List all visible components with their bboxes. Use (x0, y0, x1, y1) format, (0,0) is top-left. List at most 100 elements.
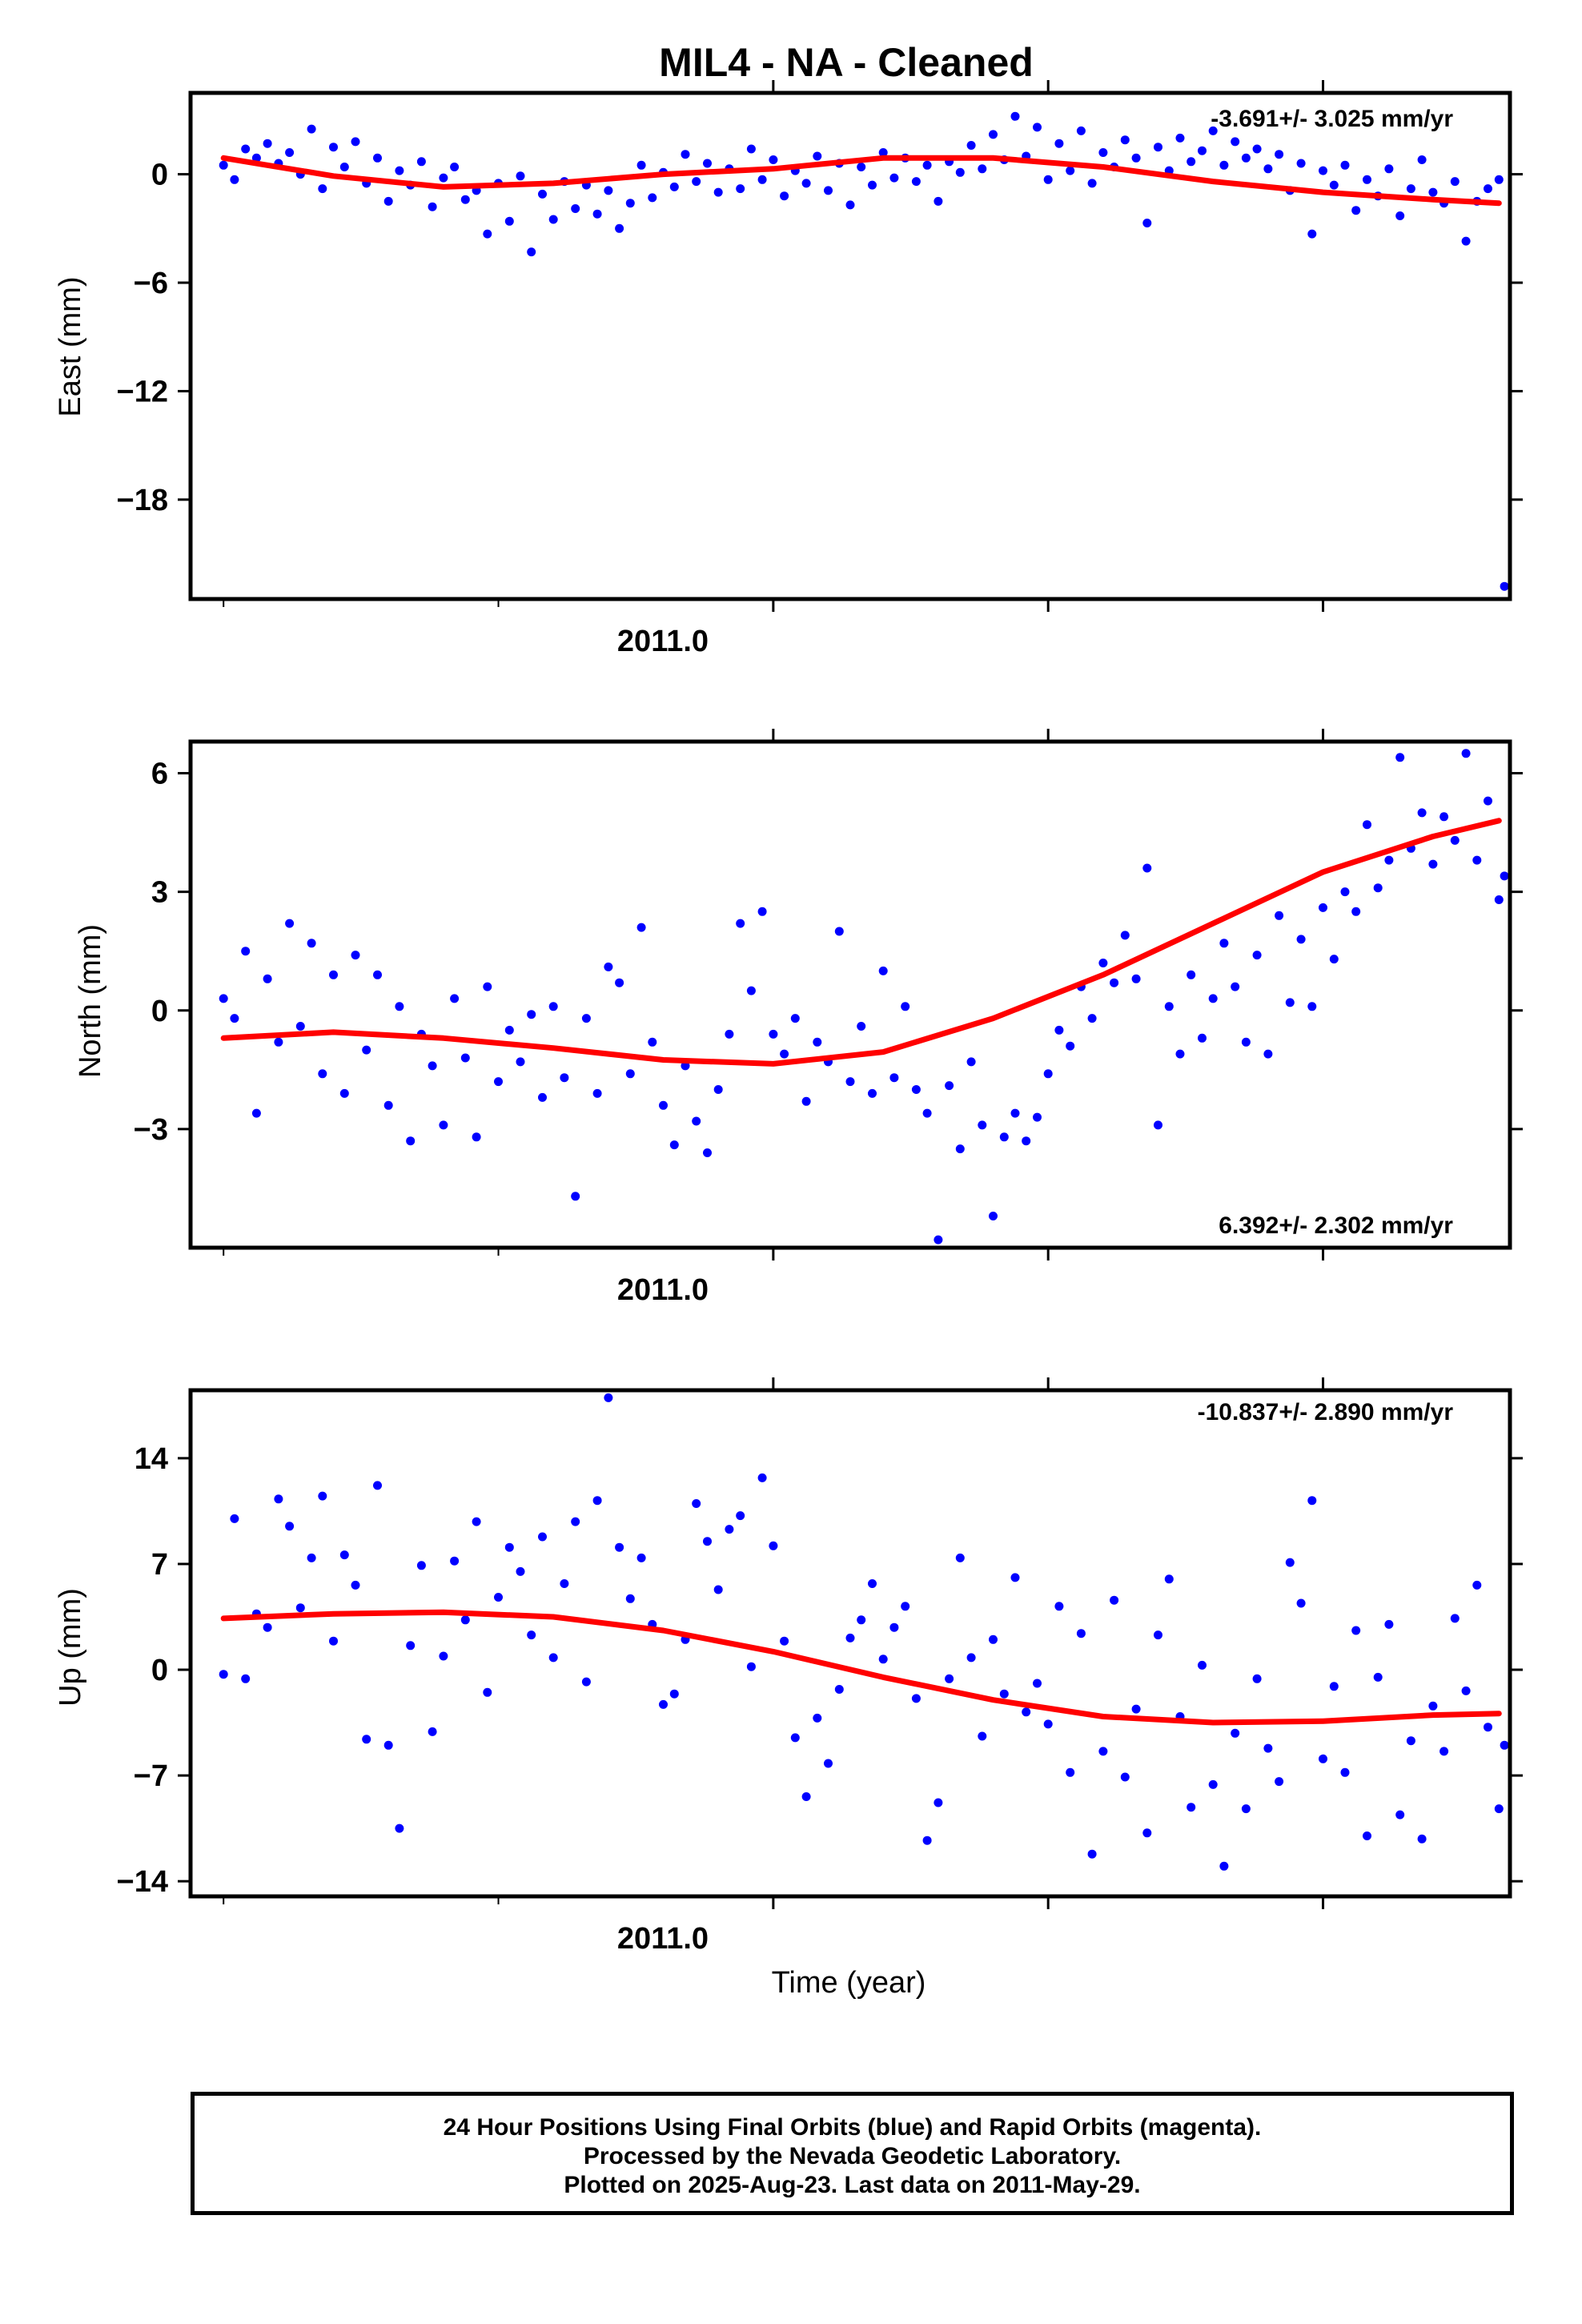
east-data-point (1296, 159, 1306, 168)
up-data-point (1110, 1595, 1119, 1605)
up-data-point (1022, 1707, 1031, 1717)
up-data-point (263, 1622, 272, 1632)
east-data-point (1406, 184, 1415, 194)
east-data-point (1120, 135, 1130, 145)
north-data-point (1307, 1002, 1317, 1011)
east-data-point (1395, 211, 1405, 220)
up-data-point (1198, 1660, 1207, 1670)
north-data-point (625, 1069, 635, 1079)
up-data-point (736, 1511, 745, 1521)
north-data-point (1363, 820, 1371, 830)
north-data-point (989, 1212, 998, 1220)
north-data-point (339, 1088, 349, 1098)
up-data-point (1307, 1496, 1317, 1506)
up-data-point (868, 1579, 877, 1588)
east-data-point (339, 163, 349, 171)
up-data-point (219, 1670, 228, 1679)
north-data-point (1461, 749, 1471, 758)
north-data-point (757, 907, 767, 916)
up-data-point (241, 1674, 251, 1683)
north-data-point (538, 1092, 547, 1102)
up-data-point (516, 1566, 525, 1576)
north-data-point (1066, 1041, 1075, 1051)
north-data-point (1120, 931, 1130, 940)
east-data-point (1054, 139, 1064, 148)
north-data-point (1022, 1136, 1031, 1146)
east-data-point (416, 157, 426, 167)
up-data-point (1500, 1740, 1509, 1750)
up-data-point (383, 1740, 393, 1750)
east-data-point (1219, 160, 1229, 170)
east-y-tick-label: −18 (117, 484, 168, 517)
up-data-point (318, 1491, 327, 1501)
up-data-point (329, 1636, 338, 1646)
north-data-point (351, 951, 360, 960)
east-data-point (439, 173, 448, 183)
east-data-point (736, 184, 745, 194)
north-data-point (450, 994, 460, 1003)
up-data-point (966, 1653, 976, 1663)
north-data-point (999, 1132, 1009, 1142)
north-data-point (295, 1022, 305, 1031)
east-data-point (1494, 175, 1504, 184)
east-data-point (746, 144, 756, 154)
up-data-point (934, 1798, 943, 1807)
up-data-point (295, 1603, 305, 1613)
up-data-point (1076, 1629, 1086, 1638)
north-plot-frame (188, 739, 1512, 1250)
east-data-point (571, 204, 580, 213)
up-data-point (1363, 1831, 1371, 1840)
up-data-point (1043, 1719, 1053, 1729)
north-data-point (901, 1002, 910, 1011)
up-data-point (989, 1634, 998, 1644)
north-data-point (1208, 994, 1218, 1003)
east-data-point (813, 151, 822, 161)
up-data-point (824, 1759, 833, 1768)
north-data-point (329, 970, 338, 979)
up-data-point (1461, 1686, 1471, 1695)
east-data-point (460, 195, 470, 204)
up-data-point (1164, 1574, 1174, 1584)
north-data-point (780, 1049, 789, 1059)
east-data-point (251, 153, 261, 163)
up-plot-frame (188, 1388, 1512, 1899)
up-data-point (351, 1580, 360, 1590)
north-data-point (1263, 1049, 1273, 1059)
north-data-point (813, 1037, 822, 1047)
up-data-point (713, 1585, 723, 1594)
north-data-point (725, 1029, 734, 1039)
up-rate-label: -10.837+/- 2.890 mm/yr (1198, 1399, 1454, 1425)
up-data-point (406, 1641, 416, 1651)
up-data-point (625, 1594, 635, 1603)
north-data-point (889, 1073, 899, 1083)
north-data-point (1384, 855, 1394, 865)
up-data-point (274, 1494, 283, 1504)
up-data-point (901, 1602, 910, 1611)
east-data-point (769, 155, 778, 164)
east-data-point (1340, 160, 1350, 170)
up-data-point (483, 1687, 492, 1697)
east-data-point (483, 229, 492, 239)
footer-line-3: Plotted on 2025-Aug-23. Last data on 201… (564, 2172, 1141, 2198)
east-plot-frame (188, 90, 1512, 601)
up-x-tick-label: 2011.0 (617, 1922, 709, 1956)
north-data-point (460, 1053, 470, 1063)
north-data-point (1241, 1037, 1251, 1047)
east-data-point (351, 137, 360, 147)
east-ylabel: East (mm) (54, 276, 87, 416)
east-data-point (395, 166, 404, 175)
north-data-point (1275, 911, 1284, 920)
north-data-point (878, 966, 888, 975)
up-data-point (834, 1685, 844, 1694)
north-data-point (494, 1077, 503, 1087)
up-data-point (1406, 1736, 1415, 1746)
north-data-point (439, 1120, 448, 1130)
up-data-point (450, 1556, 460, 1566)
up-data-point (494, 1593, 503, 1602)
east-data-point (713, 187, 723, 197)
east-y-tick-label: −12 (117, 375, 168, 408)
north-data-point (307, 939, 316, 948)
up-data-point (978, 1731, 987, 1741)
east-data-point (845, 200, 855, 210)
east-data-point (1461, 236, 1471, 246)
